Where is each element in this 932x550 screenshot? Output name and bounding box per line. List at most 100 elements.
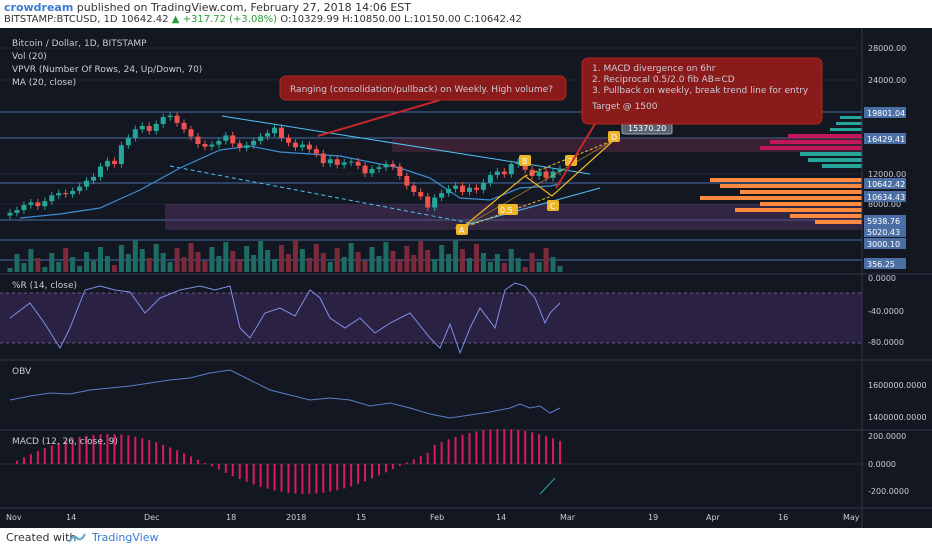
svg-text:Nov: Nov (6, 513, 22, 522)
price-change: ▲ +317.72 (+3.08%) (171, 14, 278, 25)
candlestick-series (7, 112, 563, 220)
macd-bar (531, 432, 534, 464)
candle-body (439, 193, 445, 198)
macd-bar (496, 429, 499, 464)
volume-bar (383, 242, 389, 272)
candle-body (480, 182, 486, 190)
volume-bar (98, 247, 104, 272)
candle-body (91, 176, 97, 181)
candle-body (473, 187, 479, 190)
candle-body (376, 167, 382, 169)
candle-body (139, 126, 145, 130)
price-axis-24000: 24000.00 (868, 76, 906, 85)
volume-bar (174, 248, 180, 272)
candle-body (334, 159, 340, 165)
candle-body (265, 133, 271, 137)
macd-bar (210, 464, 213, 467)
macd-bar (280, 464, 283, 492)
point-a-label: A (459, 226, 465, 235)
candle-body (77, 186, 83, 191)
volume-bar (70, 257, 76, 272)
price-tags: 19801.04 16429.41 10642.42 10634.43 5938… (864, 107, 906, 269)
volume-bar (209, 247, 215, 272)
macd-bar (364, 464, 367, 482)
macd-bar (224, 464, 227, 473)
volume-bar (508, 249, 514, 272)
macd-axis-neg200: -200.0000 (868, 487, 909, 496)
candle-body (557, 168, 563, 172)
candle-body (327, 159, 333, 164)
macd-bar (148, 440, 151, 464)
candle-body (111, 160, 117, 165)
ohlc-values: O:10329.99 H:10850.00 L:10150.00 C:10642… (280, 14, 522, 25)
tradingview-brand-link[interactable]: TradingView (92, 531, 159, 544)
macd-bar (482, 430, 485, 464)
macd-bar (503, 429, 506, 464)
volume-bar (397, 260, 403, 272)
candle-body (35, 202, 41, 207)
volume-bar (369, 247, 375, 272)
macd-bar (252, 464, 255, 485)
candle-body (279, 127, 285, 138)
candle-body (550, 171, 556, 178)
target-note: Target @ 1500 (591, 102, 658, 112)
obv-axis-1600000: 1600000.0000 (868, 381, 927, 390)
macd-bar (419, 455, 422, 464)
created-with-label: Created with (6, 531, 77, 544)
svg-text:14: 14 (66, 513, 76, 522)
svg-text:16: 16 (778, 513, 788, 522)
candle-body (223, 135, 229, 141)
volume-bar (362, 261, 368, 272)
macd-bar (64, 440, 67, 464)
ranging-callout[interactable] (279, 75, 567, 101)
candle-body (195, 136, 201, 144)
macd-bar (433, 444, 436, 464)
volume-bar (35, 258, 41, 272)
macd-bar (454, 436, 457, 464)
volume-bar (439, 245, 445, 272)
volume-bar (404, 246, 410, 272)
wr-line (9, 282, 561, 355)
candle-body (404, 175, 410, 186)
macd-bar (350, 464, 353, 487)
macd-bar (162, 444, 165, 464)
pattern-labels: A B C D 0.5 2 (456, 131, 620, 235)
svg-text:10634.43: 10634.43 (867, 193, 905, 202)
author-link[interactable]: crowdream (4, 1, 74, 14)
svg-text:18: 18 (226, 513, 236, 522)
volume-bar (279, 245, 285, 272)
volume-bar (230, 251, 236, 272)
candle-body (14, 210, 20, 213)
macd-bar (489, 429, 492, 464)
macd-bar (405, 462, 408, 464)
chart-area[interactable]: A B C D 0.5 2 15370.20 Ranging (consolid… (0, 28, 932, 528)
volume-bar (460, 249, 466, 272)
volume-bar (543, 248, 549, 272)
candle-body (21, 204, 27, 211)
chart-svg[interactable]: A B C D 0.5 2 15370.20 Ranging (consolid… (0, 28, 932, 528)
strategy-callout[interactable] (581, 57, 823, 125)
volume-bar (202, 261, 208, 272)
candle-body (237, 143, 243, 148)
volume-bar (42, 267, 48, 272)
candle-body (418, 191, 424, 197)
candle-body (536, 171, 542, 176)
symbol-label: BITSTAMP:BTCUSD, 1D (4, 14, 118, 25)
volume-bar (285, 254, 291, 272)
volume-bar (299, 249, 305, 272)
macd-bar (329, 464, 332, 492)
candle-body (306, 144, 312, 150)
volume-bar (265, 250, 271, 272)
candle-body (355, 161, 361, 166)
macd-bar (71, 438, 74, 464)
candle-body (397, 166, 403, 176)
volume-bar (390, 251, 396, 272)
candle-body (460, 185, 466, 192)
candle-body (285, 137, 291, 143)
candle-body (466, 187, 472, 192)
candle-body (125, 137, 131, 146)
candle-body (56, 193, 62, 196)
volume-bar (77, 266, 83, 272)
macd-bar (196, 459, 199, 464)
volume-bar (237, 260, 243, 272)
